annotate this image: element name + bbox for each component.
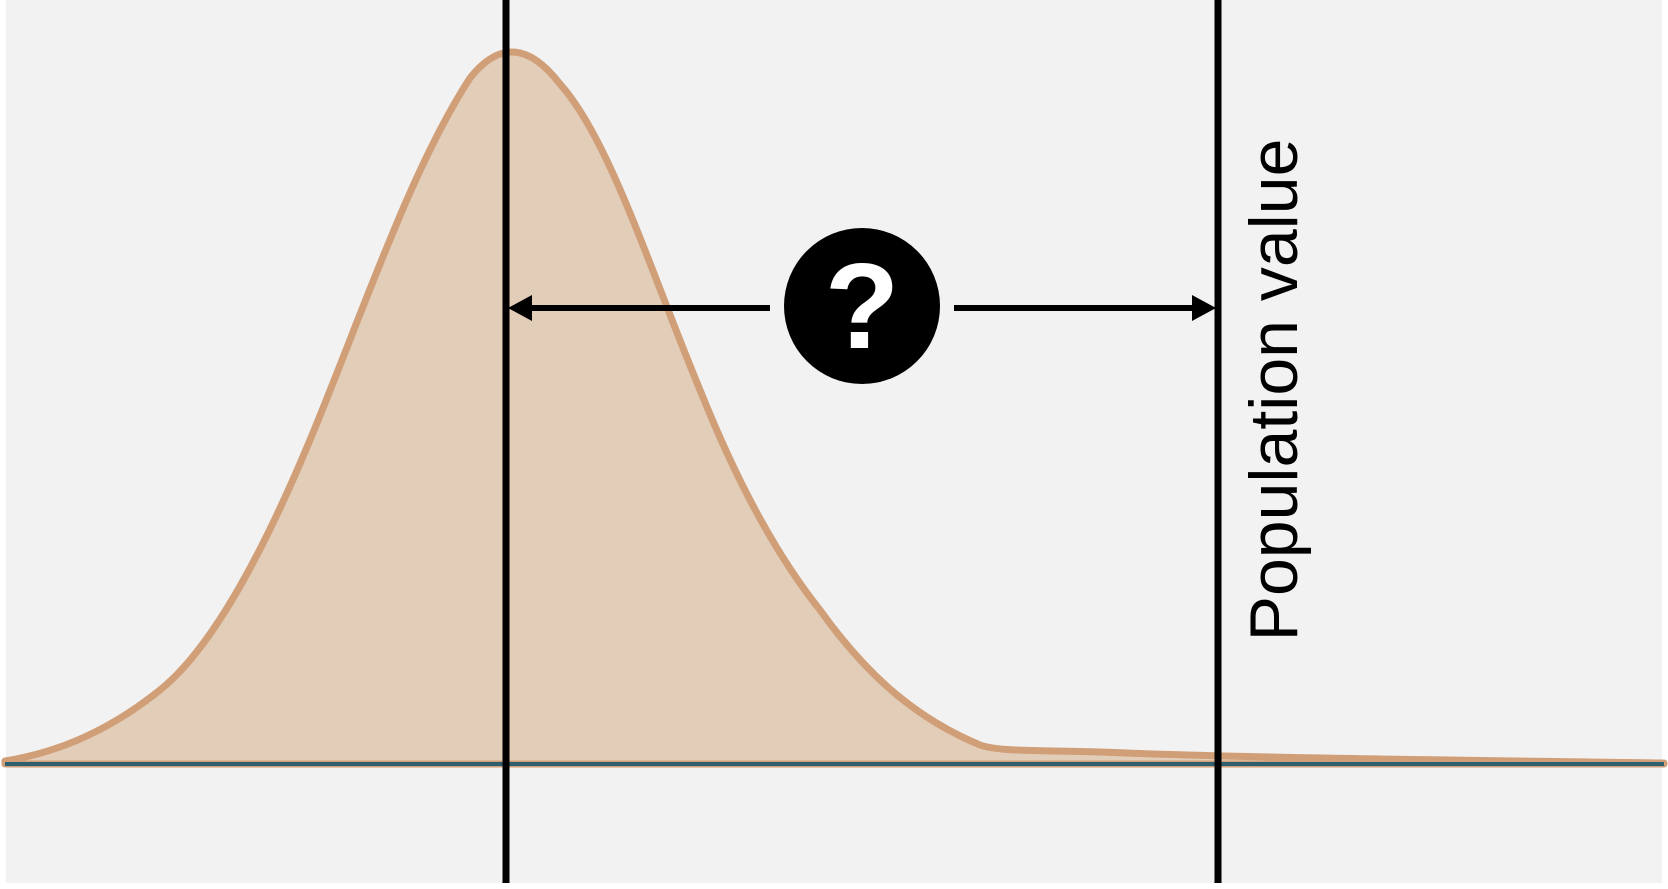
question-mark-icon xyxy=(784,228,940,384)
question-label: ? xyxy=(825,238,900,374)
distribution-curve xyxy=(1,48,1668,768)
population-value-label: Population value xyxy=(1236,139,1312,642)
arrowhead-right-icon xyxy=(1192,295,1216,321)
question-badge: ? xyxy=(784,228,940,384)
arrowhead-left-icon xyxy=(508,295,532,321)
